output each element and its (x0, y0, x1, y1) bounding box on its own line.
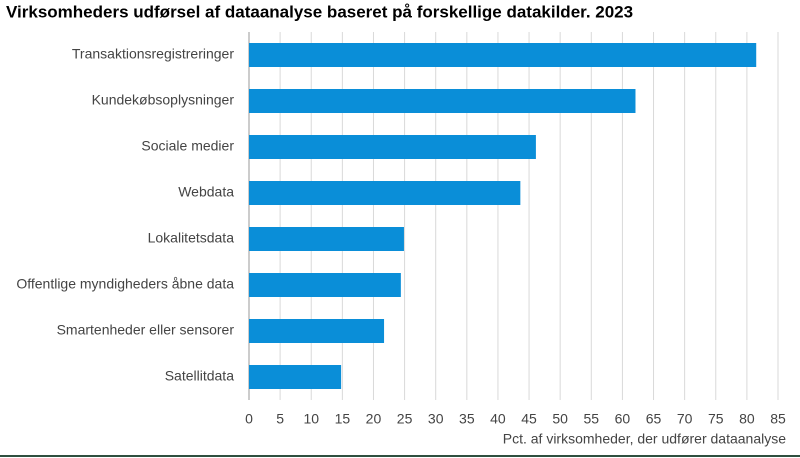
y-tick-label: Kundekøbsoplysninger (92, 92, 235, 108)
y-tick-label: Smartenheder eller sensorer (57, 322, 235, 338)
y-tick-label: Sociale medier (141, 138, 234, 154)
y-tick-label: Transaktionsregistreringer (72, 46, 234, 62)
bar (249, 43, 757, 67)
y-tick-label: Lokalitetsdata (148, 230, 235, 246)
bar (249, 135, 536, 159)
x-tick-label: 10 (303, 411, 319, 427)
x-tick-label: 30 (428, 411, 444, 427)
x-tick-label: 25 (397, 411, 413, 427)
chart-title: Virksomheders udførsel af dataanalyse ba… (6, 2, 633, 21)
x-axis-label: Pct. af virksomheder, der udfører dataan… (503, 431, 786, 447)
y-tick-label: Webdata (178, 184, 234, 200)
x-tick-label: 5 (276, 411, 284, 427)
x-tick-label: 50 (552, 411, 568, 427)
x-tick-label: 70 (677, 411, 693, 427)
y-tick-label: Satellitdata (165, 368, 234, 384)
bar (249, 181, 521, 205)
bar (249, 273, 401, 297)
x-tick-label: 60 (615, 411, 631, 427)
x-tick-label: 75 (708, 411, 724, 427)
x-tick-label: 0 (245, 411, 253, 427)
x-tick-label: 65 (646, 411, 662, 427)
x-tick-label: 35 (459, 411, 475, 427)
x-tick-label: 80 (739, 411, 755, 427)
bar (249, 89, 636, 113)
x-tick-label: 15 (335, 411, 351, 427)
x-tick-label: 55 (584, 411, 600, 427)
x-tick-label: 20 (366, 411, 382, 427)
bar (249, 319, 385, 343)
x-tick-label: 40 (490, 411, 506, 427)
bar (249, 227, 404, 251)
bar (249, 365, 342, 389)
x-tick-label: 45 (521, 411, 537, 427)
x-tick-label: 85 (770, 411, 786, 427)
y-tick-label: Offentlige myndigheders åbne data (16, 276, 234, 292)
